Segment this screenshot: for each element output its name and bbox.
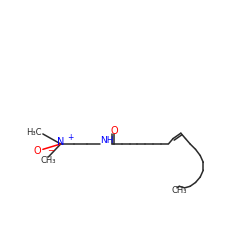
Text: NH: NH	[100, 136, 113, 145]
Text: CH₃: CH₃	[172, 186, 187, 196]
Text: O: O	[110, 126, 118, 136]
Text: −: −	[47, 146, 54, 156]
Text: O: O	[34, 146, 41, 156]
Text: H₃C: H₃C	[26, 128, 41, 137]
Text: N: N	[57, 137, 64, 147]
Text: +: +	[67, 133, 73, 142]
Text: CH₃: CH₃	[40, 156, 56, 166]
